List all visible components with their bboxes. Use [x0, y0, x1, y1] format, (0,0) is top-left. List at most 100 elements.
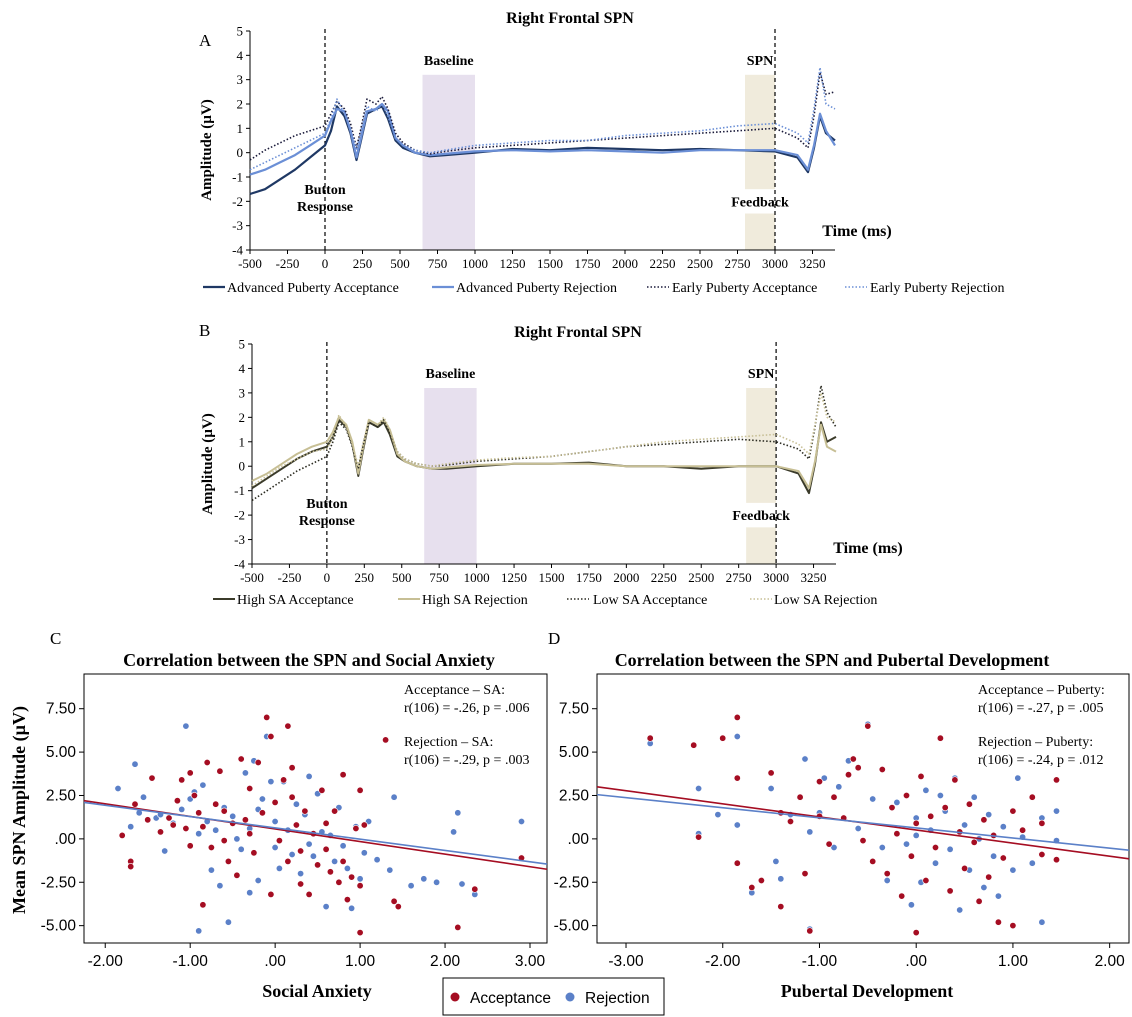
panel-c-point-rejection [356, 875, 364, 883]
panel-c-point-acceptance [356, 786, 364, 794]
panel-c-point-rejection [305, 840, 313, 848]
panel-a-y-tick-label: 3 [237, 72, 244, 87]
panel-c-x-tick-label: -2.00 [88, 953, 124, 970]
panel-d-point-acceptance [902, 791, 910, 799]
panel-b-x-tick-label: 1500 [538, 570, 564, 585]
panel-d-point-acceptance [801, 870, 809, 878]
panel-b-spn-label: SPN [748, 367, 774, 382]
panel-d-point-rejection [883, 876, 891, 884]
panel-c-x-tick-label: 1.00 [345, 953, 376, 970]
panel-c-point-acceptance [284, 857, 292, 865]
panel-a-x-tick-label: 3000 [762, 256, 788, 271]
scatter-legend-acceptance-label: Acceptance [470, 990, 551, 1007]
panel-d-point-rejection [922, 786, 930, 794]
panel-c-x-tick-label: 2.00 [430, 953, 461, 970]
panel-c-point-acceptance [224, 857, 232, 865]
panel-d-point-acceptance [1019, 826, 1027, 834]
panel-c-point-acceptance [471, 885, 479, 893]
panel-b-x-tick-label: 0 [324, 570, 331, 585]
panel-d-point-rejection [695, 784, 703, 792]
panel-d-point-rejection [1014, 774, 1022, 782]
panel-c-stat-rejection-label: Rejection – SA: [404, 735, 493, 750]
panel-c-point-rejection [267, 778, 275, 786]
panel-d-x-tick-label: .00 [905, 953, 927, 970]
panel-c-point-rejection [207, 866, 215, 874]
panel-d-stat-acceptance-value: r(106) = -.27, p = .005 [978, 701, 1103, 716]
panel-c-point-acceptance [454, 923, 462, 931]
panel-b-y-tick-label: 3 [239, 385, 246, 400]
panel-a-x-tick-label: -250 [276, 256, 300, 271]
panel-c-y-tick-label: 5.00 [46, 744, 77, 761]
panel-d-point-acceptance [893, 830, 901, 838]
panel-b-feedback-label: Feedback [732, 509, 790, 524]
panel-c-point-acceptance [394, 903, 402, 911]
panel-c-x-tick-label: .00 [264, 953, 286, 970]
panel-d-point-rejection [912, 831, 920, 839]
panel-c-letter: C [50, 629, 61, 648]
panel-d-x-tick-label: -3.00 [608, 953, 644, 970]
panel-c-point-rejection [288, 850, 296, 858]
panel-b-series-line-4 [251, 392, 837, 487]
panel-d-point-acceptance [869, 857, 877, 865]
panel-a-spn-window-lower [745, 213, 775, 250]
panel-a-baseline-label: Baseline [424, 54, 474, 69]
panel-d-point-acceptance [757, 876, 765, 884]
panel-a-y-tick-label: 2 [237, 97, 244, 112]
panel-a-letter: A [199, 31, 212, 50]
panel-a-x-tick-label: 750 [428, 256, 448, 271]
panel-a-y-tick-label: 0 [237, 145, 244, 160]
panel-c-point-rejection [322, 903, 330, 911]
panel-c-point-acceptance [390, 897, 398, 905]
panel-b-ylabel: Amplitude (µV) [200, 413, 216, 515]
panel-c-point-acceptance [326, 868, 334, 876]
panel-d-point-acceptance [646, 734, 654, 742]
panel-b-xlabel: Time (ms) [833, 540, 902, 557]
legend-high-sa-acceptance: High SA Acceptance [237, 593, 354, 608]
panel-c-point-acceptance [182, 824, 190, 832]
panel-a-x-tick-label: -500 [238, 256, 262, 271]
panel-c-point-acceptance [203, 758, 211, 766]
panel-d-point-acceptance [695, 833, 703, 841]
panel-b-x-tick-label: 2750 [726, 570, 752, 585]
panel-d-point-rejection [1028, 859, 1036, 867]
panel-d-fit-line-rejection [596, 793, 1130, 851]
panel-c-point-acceptance [165, 814, 173, 822]
panel-c-y-tick-label: 2.50 [46, 787, 77, 804]
panel-d-point-acceptance [888, 804, 896, 812]
panel-c-point-acceptance [356, 882, 364, 890]
panel-c-point-acceptance [288, 793, 296, 801]
panel-b-y-tick-label: 4 [239, 361, 246, 376]
panel-d-plot-frame [596, 673, 1130, 944]
panel-b-legend: High SA Acceptance High SA Rejection Low… [213, 593, 877, 608]
panel-d-point-acceptance [767, 769, 775, 777]
panel-a-ylabel: Amplitude (µV) [199, 99, 215, 201]
panel-c-y-tick-label: -5.00 [41, 918, 77, 935]
panel-d-point-acceptance [733, 774, 741, 782]
panel-c-point-acceptance [267, 890, 275, 898]
panel-d-point-acceptance [825, 840, 833, 848]
panel-a-spn-window-upper [745, 74, 775, 190]
panel-d-point-rejection [970, 793, 978, 801]
panel-c-stat-acceptance-value: r(106) = -.26, p = .006 [404, 701, 529, 716]
panel-d-letter: D [548, 629, 560, 648]
panel-d-point-rejection [869, 795, 877, 803]
panel-d-y-tick-label: -2.50 [554, 874, 590, 891]
panel-c-point-acceptance [284, 722, 292, 730]
panel-c-point-acceptance [314, 861, 322, 869]
panel-d-point-acceptance [1009, 807, 1017, 815]
panel-c-fit-line-rejection [83, 801, 548, 865]
panel-d-y-tick-label: 5.00 [559, 744, 590, 761]
panel-d-point-rejection [961, 821, 969, 829]
panel-c-point-acceptance [157, 828, 165, 836]
panel-c-y-tick-label: .00 [54, 831, 76, 848]
panel-c-point-acceptance [288, 764, 296, 772]
panel-c-point-acceptance [144, 816, 152, 824]
panel-c-point-rejection [339, 842, 347, 850]
panel-c-point-acceptance [339, 771, 347, 779]
panel-d-point-rejection [820, 774, 828, 782]
panel-d-point-acceptance [864, 722, 872, 730]
panel-c-point-rejection [114, 784, 122, 792]
panel-d-point-rejection [714, 811, 722, 819]
panel-c-point-acceptance [352, 824, 360, 832]
panel-a-y-tick-label: 5 [237, 24, 244, 39]
